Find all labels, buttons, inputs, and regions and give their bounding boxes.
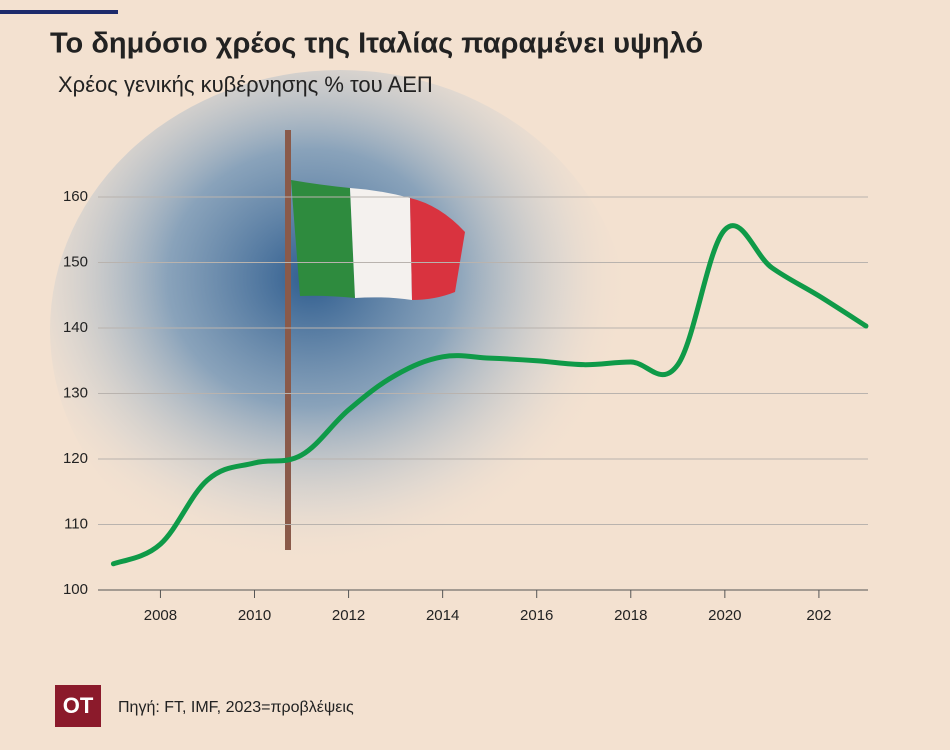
x-tick-label: 2020	[708, 607, 741, 624]
top-accent	[0, 10, 118, 14]
x-tick-label: 202	[806, 607, 831, 624]
y-tick-label: 100	[63, 581, 88, 598]
y-tick-label: 160	[63, 188, 88, 205]
y-tick-label: 140	[63, 319, 88, 336]
y-tick-label: 150	[63, 253, 88, 270]
x-tick-label: 2018	[614, 607, 647, 624]
chart-title: Το δημόσιο χρέος της Ιταλίας παραμένει υ…	[50, 28, 703, 60]
flagpole	[285, 130, 291, 550]
y-tick-label: 120	[63, 450, 88, 467]
data-line	[110, 223, 869, 567]
y-tick-label: 130	[63, 384, 88, 401]
x-tick-label: 2016	[520, 607, 553, 624]
logo-box	[55, 685, 101, 727]
source: Πηγή: FT, IMF, 2023=προβλέψεις	[118, 699, 354, 716]
flag	[291, 180, 465, 300]
chart-subtitle: Χρέος γενικής κυβέρνησης % του ΑΕΠ	[58, 72, 433, 97]
x-tick-label: 2008	[144, 607, 177, 624]
x-tick-label: 2010	[238, 607, 271, 624]
y-tick-label: 110	[64, 515, 88, 532]
x-tick-label: 2014	[426, 607, 459, 624]
logo: OT	[63, 693, 94, 718]
x-tick-label: 2012	[332, 607, 365, 624]
background-photo	[50, 70, 630, 590]
